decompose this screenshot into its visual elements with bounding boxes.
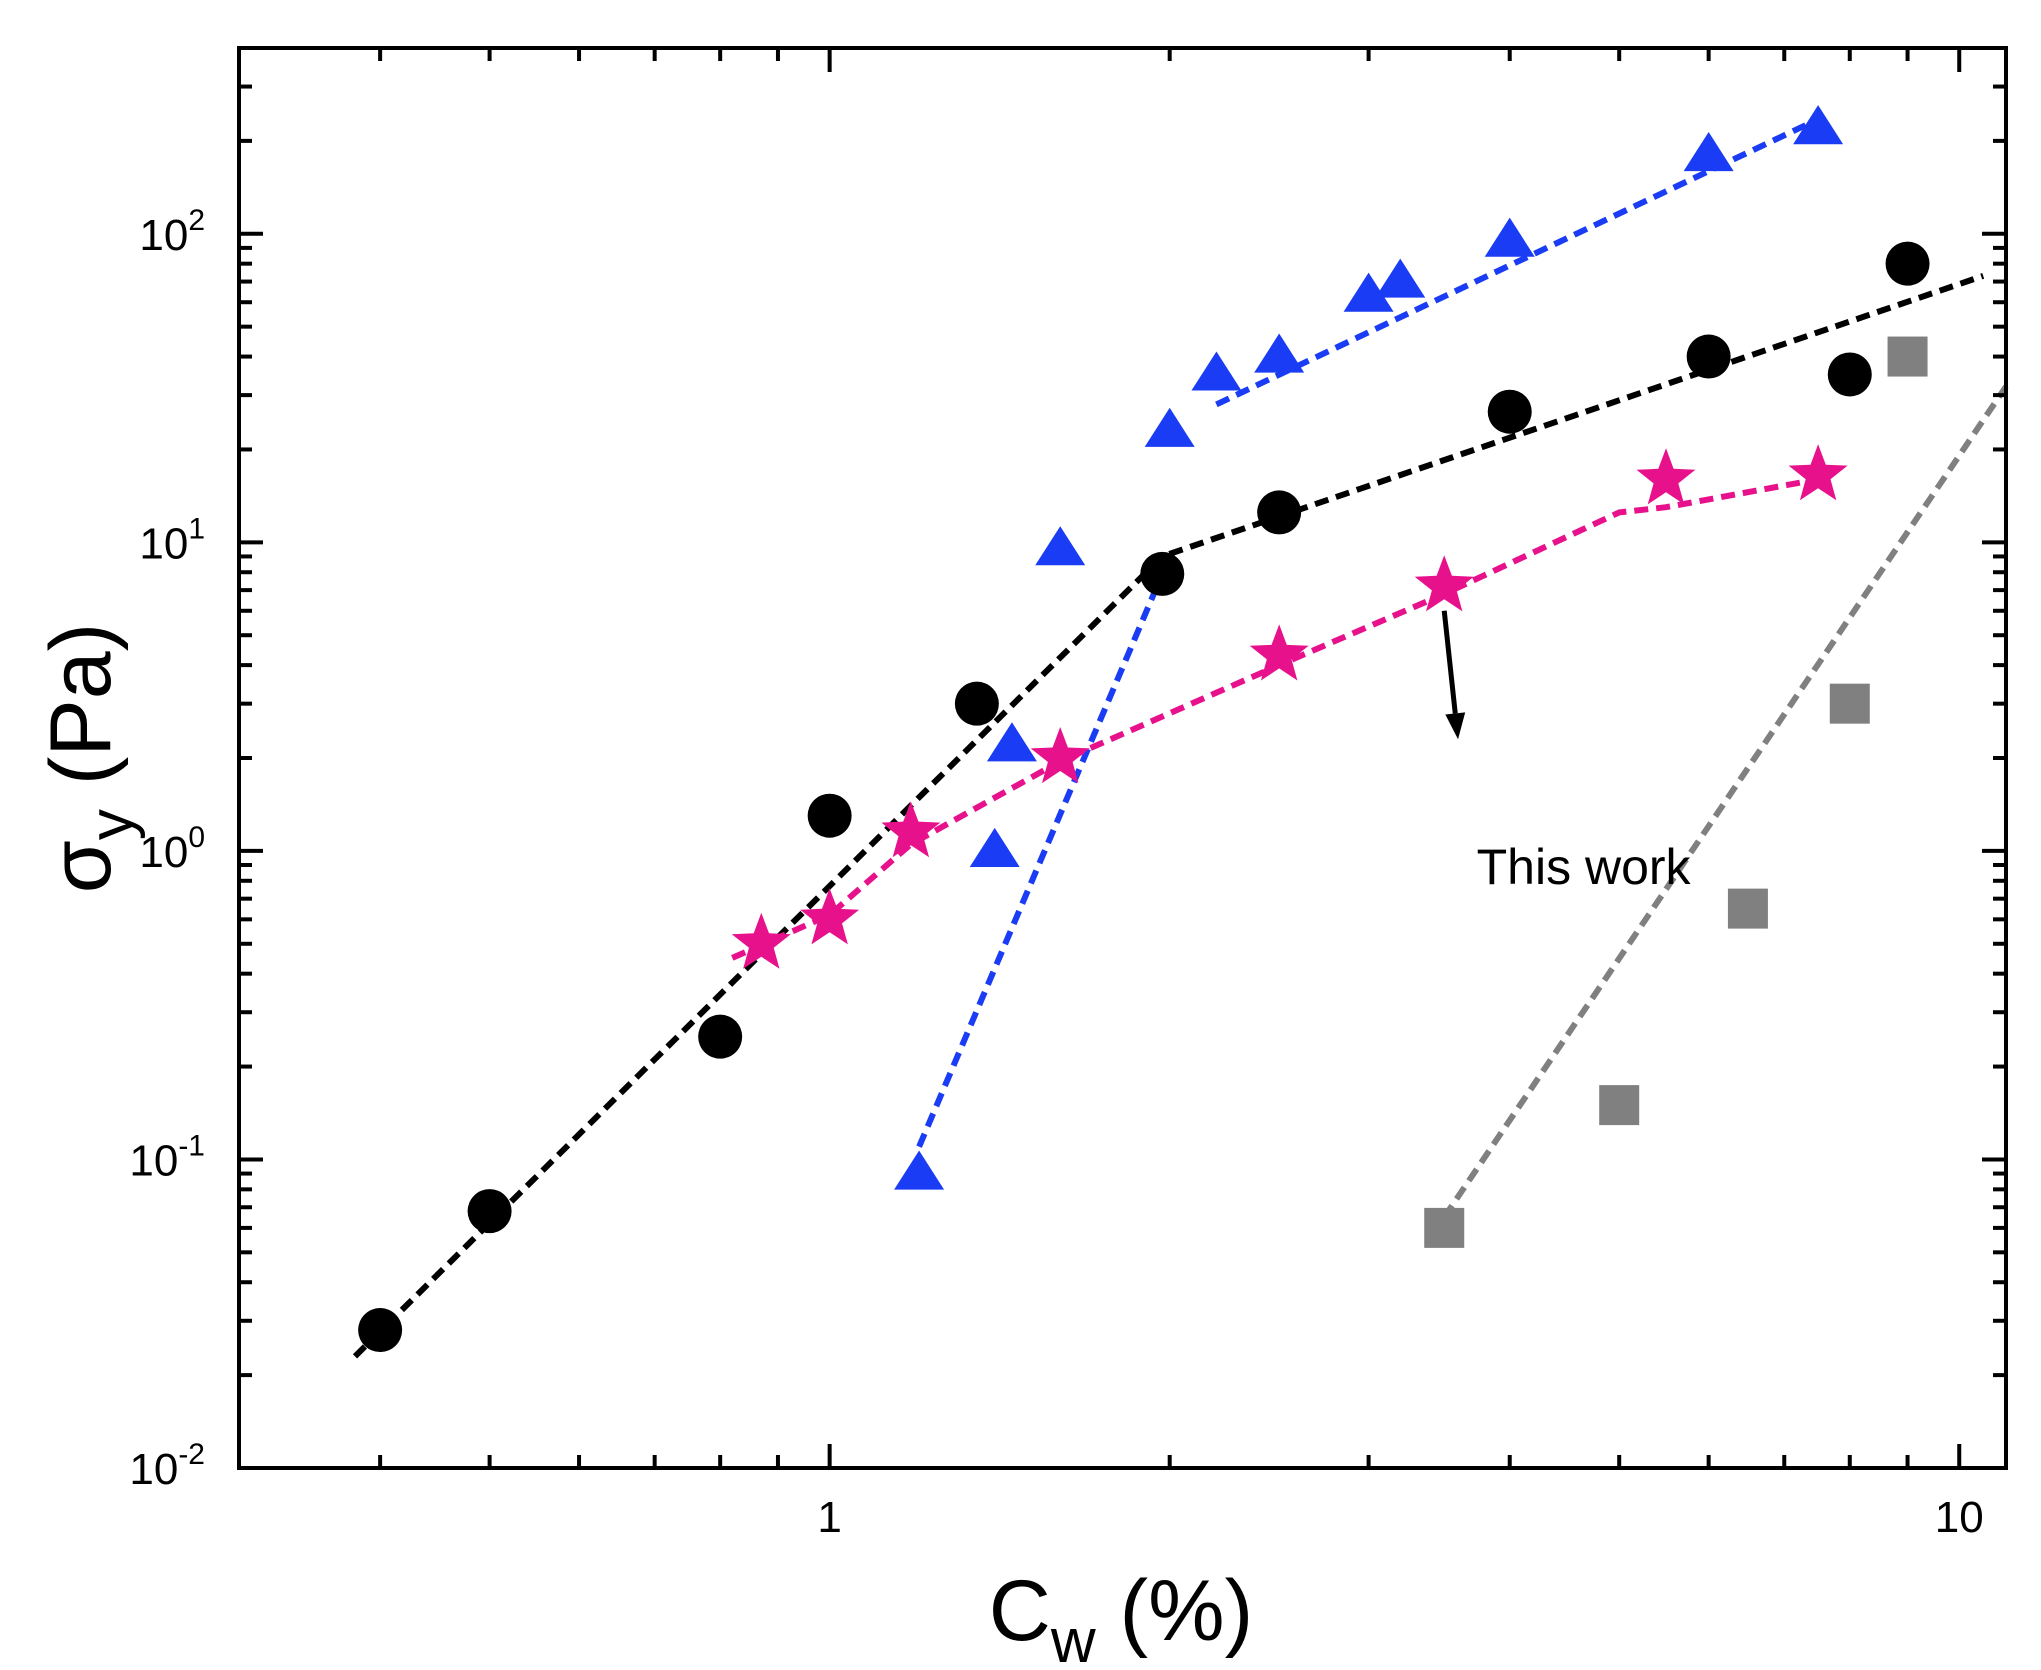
circles-fit-line [352,273,1985,1359]
squares-point [1599,1085,1640,1126]
plot-frame [237,46,2008,1470]
y-tick-label: 100 [139,821,205,877]
y-tick-label: 10-1 [129,1129,205,1185]
circles-point [1257,490,1302,535]
triangles-point [894,1150,945,1190]
x-tick-label: 10 [1935,1493,1984,1542]
circles-point [467,1189,512,1234]
triangles-point [1484,217,1535,257]
circles-point [1827,352,1872,397]
tick-labels: 1 10 10-2 10-1 100 101 102 [129,204,1983,1542]
triangles-point [1343,272,1394,312]
squares-point [1727,888,1768,929]
circles-point [698,1014,743,1059]
y-axis-title: σy (Pa) [33,623,146,893]
stars-point [1030,727,1090,784]
triangles-point [1375,258,1426,298]
x-tick-label: 1 [817,1493,841,1542]
stars-point [731,912,791,969]
triangles-point [1035,526,1086,566]
x-axis-title: Cw (%) [989,1563,1254,1670]
y-tick-label: 10-2 [129,1438,205,1494]
triangles-point [1793,105,1844,145]
triangles-fit-line [916,555,1173,1148]
stars-point [1788,444,1848,501]
data-markers [358,105,1930,1353]
annotation-arrowhead [1445,712,1466,740]
annotation-arrow [1441,610,1458,714]
stars-point [1414,555,1474,612]
y-tick-label: 101 [139,512,205,568]
triangles-point [1683,132,1734,172]
squares-fit-line [1441,384,2009,1219]
circles-point [807,793,852,838]
circles-point [1487,389,1532,434]
circles-point [954,681,999,726]
squares-point [1424,1207,1465,1248]
stars-point [1249,624,1309,681]
axis-ticks [237,46,2006,1470]
triangles-point [1144,407,1195,447]
annotations: This work [1441,610,1692,895]
triangles-point [969,827,1020,867]
squares-point [1829,683,1870,724]
squares-point [1887,336,1928,377]
y-tick-label: 102 [139,204,205,260]
circles-point [358,1308,403,1353]
stars-point [1636,448,1696,505]
annotation-text: This work [1477,839,1692,895]
triangles-point [1254,333,1305,373]
circles-point [1885,241,1930,286]
triangles-point [986,722,1037,762]
triangles-point [1191,351,1242,391]
circles-point [1686,334,1731,379]
circles-point [1140,551,1185,596]
stars-point [881,801,941,858]
stars-point [800,888,860,945]
